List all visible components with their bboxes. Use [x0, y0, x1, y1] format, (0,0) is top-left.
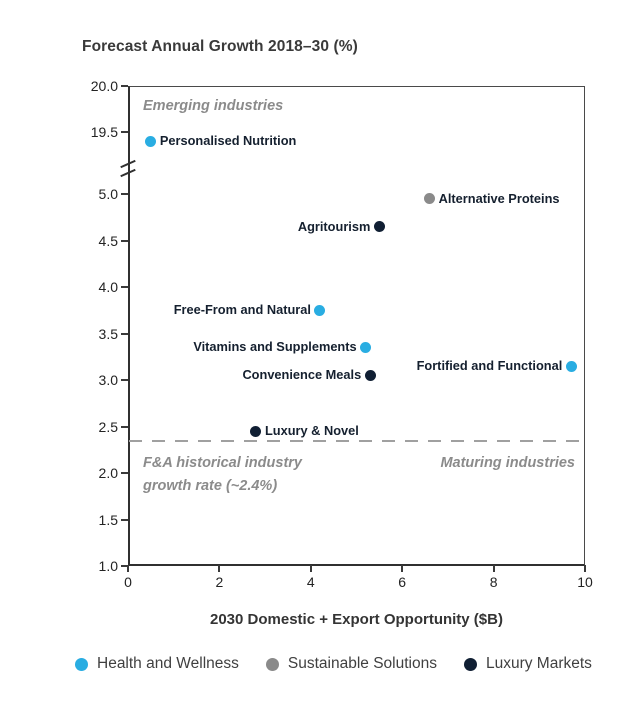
x-tick-label: 0: [124, 574, 132, 590]
x-tick-label: 6: [398, 574, 407, 590]
y-tick-label: 5.0: [98, 186, 118, 202]
y-tick-label: 2.5: [98, 418, 118, 435]
data-point-dot: [364, 369, 376, 381]
data-point-label: Personalised Nutrition: [159, 133, 297, 149]
y-tick-mark: [121, 518, 128, 521]
y-tick-mark: [121, 472, 128, 474]
y-tick-label: 4.0: [98, 279, 118, 295]
data-point-label: Alternative Proteins: [438, 190, 560, 206]
data-point-label: Vitamins and Supplements: [193, 339, 357, 355]
data-point-dot: [314, 304, 326, 316]
x-tick-label: 2: [215, 574, 224, 590]
legend-label: Sustainable Solutions: [287, 655, 437, 672]
y-tick-label: 1.0: [98, 558, 118, 574]
x-tick-label: 10: [577, 574, 593, 590]
y-tick-label: 3.5: [98, 325, 118, 342]
y-tick-label: 2.0: [98, 465, 118, 481]
y-tick-label: 19.5: [90, 124, 118, 140]
y-tick-mark: [121, 332, 128, 335]
legend-label: Health and Wellness: [97, 655, 239, 672]
x-tick-mark: [127, 565, 129, 572]
data-point-label: Luxury & Novel: [264, 423, 359, 439]
legend-dot-icon: [265, 657, 279, 671]
legend-item: Luxury Markets: [463, 655, 592, 673]
x-tick-label: 8: [489, 574, 498, 590]
y-tick-label: 20.0: [90, 78, 118, 94]
data-point-label: Free-From and Natural: [173, 302, 311, 318]
data-point-dot: [360, 341, 372, 353]
annotation-maturing-industries: Maturing industries: [440, 455, 575, 471]
x-tick-label: 4: [306, 574, 315, 590]
data-point-dot: [145, 135, 157, 147]
chart-title: Forecast Annual Growth 2018–30 (%): [82, 38, 358, 55]
plot-area: [128, 86, 585, 566]
y-tick-label: 4.5: [98, 232, 118, 249]
annotation-historical-growth-rate: F&A historical industry growth rate (~2.…: [143, 455, 302, 494]
y-tick-mark: [121, 379, 128, 381]
data-point-dot: [565, 360, 577, 372]
legend-label: Luxury Markets: [485, 655, 592, 672]
annotation-emerging-industries: Emerging industries: [143, 98, 284, 114]
legend-dot-icon: [463, 657, 477, 671]
y-tick-label: 3.0: [98, 372, 118, 388]
x-tick-mark: [584, 565, 586, 572]
data-point-dot: [250, 425, 262, 437]
data-point-label: Agritourism: [297, 218, 371, 234]
data-point-dot: [373, 221, 385, 233]
legend-dot-icon: [75, 657, 88, 671]
y-tick-label: 1.5: [98, 511, 118, 528]
x-tick-mark: [218, 565, 221, 572]
y-tick-mark: [121, 131, 128, 133]
data-point-label: Fortified and Functional: [416, 358, 563, 374]
y-tick-mark: [121, 239, 128, 242]
x-tick-mark: [401, 565, 404, 572]
legend-item: Health and Wellness: [75, 655, 239, 673]
x-tick-mark: [492, 565, 495, 572]
legend-item: Sustainable Solutions: [265, 655, 437, 673]
y-tick-mark: [121, 286, 128, 288]
y-tick-mark: [121, 85, 128, 87]
data-point-label: Convenience Meals: [242, 367, 362, 383]
legend: Health and Wellness Sustainable Solutions…: [75, 655, 592, 673]
x-tick-mark: [309, 565, 312, 572]
y-tick-mark: [121, 565, 128, 567]
data-point-dot: [424, 193, 436, 205]
x-axis-label: 2030 Domestic + Export Opportunity ($B): [210, 611, 503, 628]
historical-growth-reference-line: [129, 440, 584, 442]
y-tick-mark: [121, 193, 128, 195]
y-tick-mark: [121, 425, 128, 428]
